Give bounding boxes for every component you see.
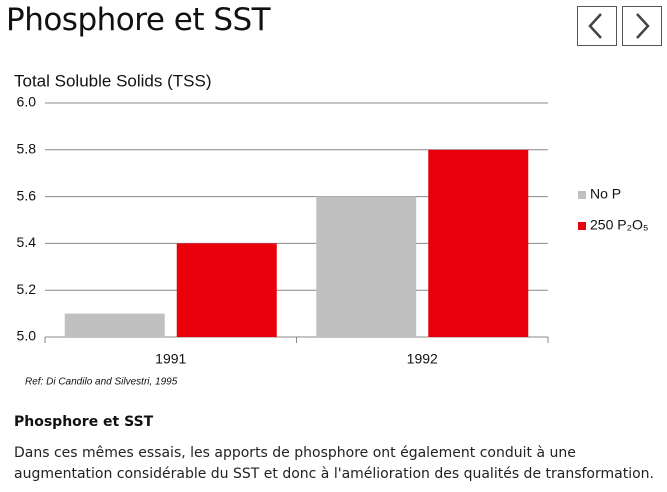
legend-label: No P [590, 186, 621, 202]
y-tick-label: 5.8 [17, 141, 37, 157]
page-title: Phosphore et SST [6, 2, 271, 38]
next-icon [636, 13, 650, 39]
prev-button[interactable] [577, 6, 617, 46]
x-tick-label: 1991 [155, 351, 186, 367]
chart-title: Total Soluble Solids (TSS) [14, 71, 211, 90]
bar [428, 149, 529, 337]
next-button[interactable] [622, 6, 662, 46]
y-tick-label: 5.4 [17, 234, 37, 250]
y-tick-label: 5.0 [17, 328, 37, 344]
legend-swatch [578, 222, 586, 230]
legend-label: 250 P₂O₅ [590, 217, 649, 233]
x-tick-label: 1992 [407, 351, 438, 367]
bar [316, 196, 417, 337]
source-note: Ref: Di Candilo and Silvestri, 1995 [25, 377, 178, 388]
section-heading: Phosphore et SST [14, 414, 154, 430]
bar [64, 313, 165, 337]
y-tick-label: 6.0 [17, 94, 37, 110]
bar [176, 243, 277, 337]
chart: Total Soluble Solids (TSS) Ref: Di Candi… [14, 71, 649, 388]
legend-swatch [578, 191, 586, 199]
y-tick-label: 5.6 [17, 187, 37, 203]
prev-icon [588, 13, 602, 39]
paragraph: Dans ces mêmes essais, les apports de ph… [14, 445, 654, 482]
y-tick-label: 5.2 [17, 281, 37, 297]
